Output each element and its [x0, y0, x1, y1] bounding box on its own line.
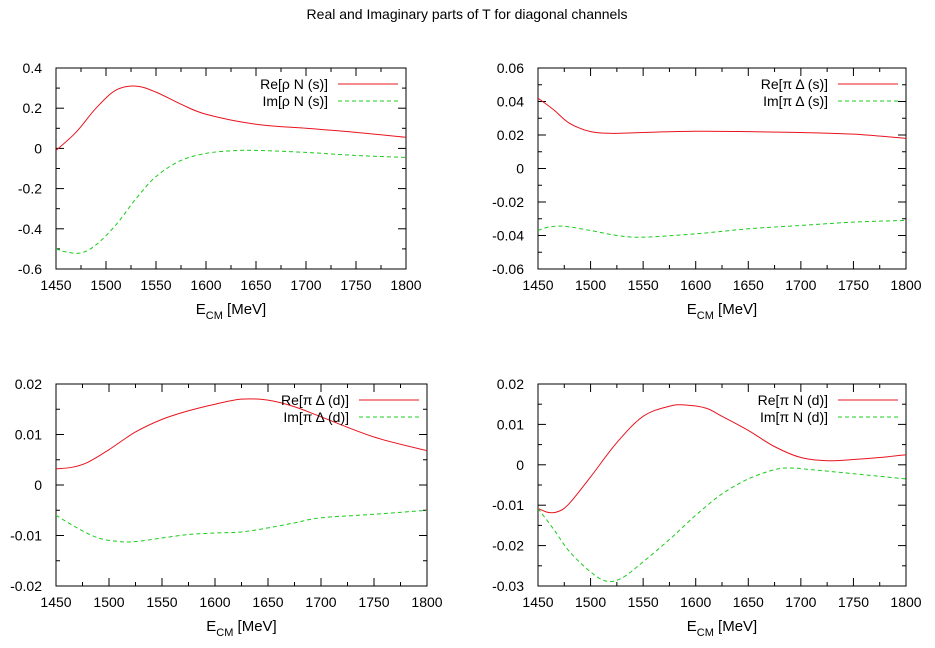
x-tick-label: 1650 [252, 594, 283, 610]
y-tick-label: 0.2 [23, 100, 43, 116]
y-tick-label: 0.02 [497, 127, 524, 143]
x-tick-label: 1450 [40, 594, 71, 610]
x-axis-label-sub: CM [216, 627, 233, 639]
x-tick-label: 1500 [575, 594, 606, 610]
y-tick-label: 0.01 [497, 416, 524, 432]
y-tick-label: 0 [516, 457, 524, 473]
x-tick-label: 1450 [522, 277, 553, 293]
x-tick-label: 1450 [40, 277, 71, 293]
x-axis-label-unit: [MeV] [233, 618, 276, 635]
plot-frame [537, 383, 907, 587]
y-tick-label: -0.6 [18, 261, 42, 277]
x-axis-label: ECM [MeV] [687, 301, 757, 322]
x-tick-label: 1650 [240, 277, 271, 293]
legend-label: Im[π Δ (s)] [763, 93, 828, 109]
plot-frame [537, 67, 907, 270]
y-tick-label: -0.06 [492, 261, 524, 277]
y-tick-label: 0.02 [497, 376, 524, 392]
panel-rho-n-s: 1450 1500 1550 1600 1650 1700 1750 1800 -0.6 -0.4… [18, 60, 422, 322]
y-tick-label: -0.2 [18, 181, 42, 197]
x-tick-label: 1800 [411, 594, 442, 610]
x-tick-label: 1500 [93, 594, 124, 610]
y-tick-label: -0.4 [18, 221, 42, 237]
y-tick-label: 0.01 [15, 427, 42, 443]
legend-label: Re[π Δ (s)] [761, 76, 828, 92]
x-axis-label-main: E [206, 618, 216, 635]
y-tick-label: 0.04 [497, 94, 524, 110]
plot-frame [55, 383, 428, 587]
legend-label: Im[π N (d)] [760, 409, 828, 425]
x-tick-label: 1450 [522, 594, 553, 610]
series-line-imag [538, 467, 906, 583]
y-tick-label: 0 [34, 140, 42, 156]
x-axis-label: ECM [MeV] [687, 618, 757, 639]
x-axis-label-main: E [196, 301, 206, 318]
x-axis-label-unit: [MeV] [223, 301, 266, 318]
plot-frame [55, 67, 407, 270]
x-tick-label: 1700 [290, 277, 321, 293]
x-axis-label: ECM [MeV] [206, 618, 276, 639]
x-axis-label-main: E [687, 301, 697, 318]
x-tick-label: 1800 [890, 594, 921, 610]
x-tick-label: 1800 [890, 277, 921, 293]
x-tick-label: 1700 [785, 277, 816, 293]
series-line-real [538, 404, 906, 514]
series-line-imag [538, 219, 906, 238]
x-axis-label-unit: [MeV] [714, 618, 757, 635]
series-line-real [56, 85, 406, 151]
series-line-imag [56, 149, 406, 254]
x-axis-label-unit: [MeV] [714, 301, 757, 318]
x-tick-label: 1600 [199, 594, 230, 610]
legend-label: Im[π Δ (d)] [283, 409, 349, 425]
y-tick-label: -0.03 [492, 578, 524, 594]
y-tick-label: -0.01 [492, 497, 524, 513]
y-tick-label: -0.04 [492, 228, 524, 244]
y-tick-label: 0 [34, 477, 42, 493]
y-tick-label: 0.4 [23, 60, 43, 76]
x-tick-label: 1550 [628, 594, 659, 610]
y-tick-label: -0.01 [10, 528, 42, 544]
x-tick-label: 1700 [305, 594, 336, 610]
x-tick-label: 1650 [733, 594, 764, 610]
panel-pi-delta-d: 1450 1500 1550 1600 1650 1700 1750 1800 -0.02 -0.… [10, 376, 443, 639]
panel-pi-delta-s: 1450 1500 1550 1600 1650 1700 1750 1800 -0.06 -0.… [492, 60, 922, 322]
x-tick-label: 1750 [358, 594, 389, 610]
x-tick-label: 1600 [680, 594, 711, 610]
series-line-real [538, 97, 906, 139]
x-tick-label: 1750 [838, 594, 869, 610]
series-line-real [56, 398, 427, 470]
y-tick-label: 0.06 [497, 60, 524, 76]
series-line-imag [56, 509, 427, 543]
legend-label: Re[π N (d)] [758, 392, 828, 408]
x-tick-label: 1700 [785, 594, 816, 610]
x-tick-label: 1800 [390, 277, 421, 293]
legend-label: Re[π Δ (d)] [281, 392, 349, 408]
y-tick-label: 0.02 [15, 376, 42, 392]
x-axis-label-sub: CM [697, 627, 714, 639]
x-tick-label: 1600 [680, 277, 711, 293]
panel-pi-n-d: 1450 1500 1550 1600 1650 1700 1750 1800 -0.03 -0.… [492, 376, 922, 639]
x-tick-label: 1500 [90, 277, 121, 293]
x-axis-label-main: E [687, 618, 697, 635]
x-tick-label: 1550 [146, 594, 177, 610]
legend-label: Re[ρ N (s)] [260, 76, 328, 92]
x-tick-label: 1650 [733, 277, 764, 293]
legend-label: Im[ρ N (s)] [262, 93, 328, 109]
y-tick-label: -0.02 [492, 194, 524, 210]
x-tick-label: 1550 [628, 277, 659, 293]
x-axis-label: ECM [MeV] [196, 301, 266, 322]
x-axis-label-sub: CM [697, 310, 714, 322]
y-tick-label: -0.02 [10, 578, 42, 594]
x-tick-label: 1550 [140, 277, 171, 293]
x-tick-label: 1500 [575, 277, 606, 293]
y-tick-label: 0 [516, 161, 524, 177]
figure-title: Real and Imaginary parts of T for diagon… [307, 6, 628, 22]
x-tick-label: 1750 [340, 277, 371, 293]
y-tick-label: -0.02 [492, 538, 524, 554]
x-tick-label: 1600 [190, 277, 221, 293]
x-tick-label: 1750 [838, 277, 869, 293]
x-axis-label-sub: CM [206, 310, 223, 322]
